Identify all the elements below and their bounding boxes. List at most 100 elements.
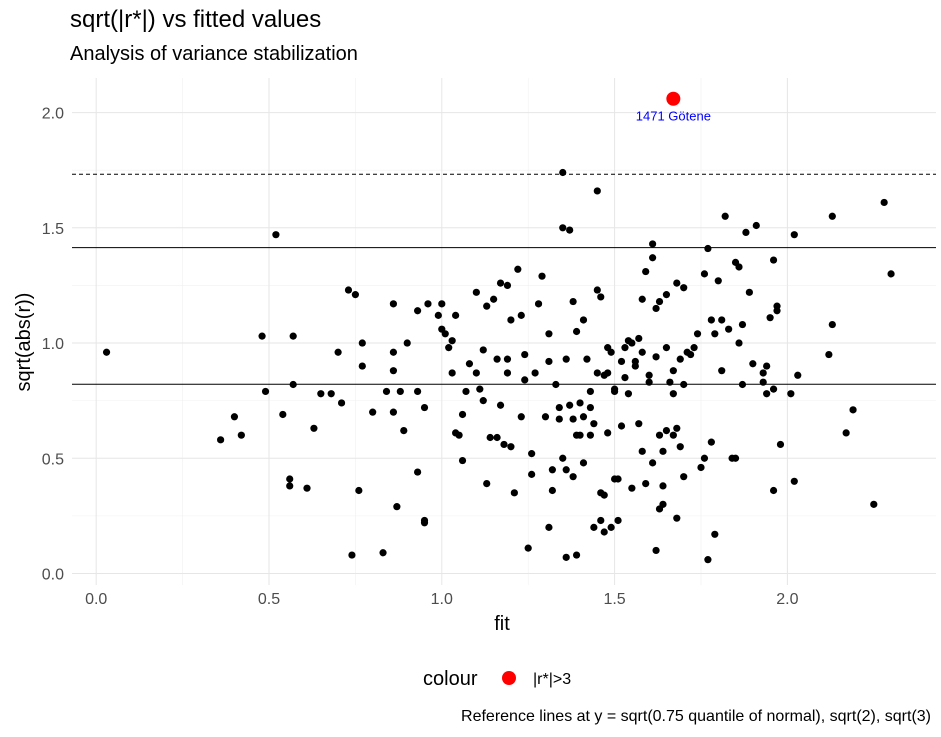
x-tick-label: 0.5 — [258, 591, 280, 608]
data-point — [455, 431, 463, 439]
data-point — [517, 413, 525, 421]
data-point — [649, 459, 657, 467]
data-point — [579, 316, 588, 324]
data-point — [704, 556, 712, 564]
data-point — [655, 297, 664, 306]
data-point — [680, 284, 688, 292]
data-point — [528, 470, 536, 478]
data-point — [604, 429, 612, 437]
data-point — [400, 426, 408, 435]
data-point — [414, 307, 422, 315]
data-point — [576, 399, 584, 407]
data-point — [389, 300, 398, 308]
data-point — [102, 348, 111, 356]
data-point — [769, 385, 778, 393]
data-point — [662, 426, 671, 435]
data-point — [289, 332, 297, 340]
data-point — [649, 240, 657, 248]
data-point — [624, 390, 633, 398]
data-point — [569, 473, 577, 481]
data-point — [503, 369, 512, 377]
data-point — [420, 403, 429, 412]
data-point — [745, 288, 753, 296]
data-point — [707, 438, 715, 446]
data-point — [690, 344, 698, 352]
data-point — [669, 367, 677, 375]
data-point — [217, 436, 225, 444]
data-point — [597, 293, 605, 301]
data-point — [559, 454, 567, 462]
data-point — [448, 337, 456, 345]
data-point — [396, 387, 404, 396]
y-tick-label: 1.0 — [42, 336, 64, 353]
data-point — [652, 546, 660, 555]
data-point — [638, 348, 646, 356]
data-point — [825, 350, 833, 359]
data-point — [572, 327, 581, 336]
data-point — [559, 224, 567, 232]
data-point — [576, 431, 584, 439]
data-point — [472, 288, 480, 296]
data-point — [496, 279, 505, 287]
data-point — [742, 228, 750, 237]
x-tick-label: 1.5 — [603, 591, 625, 608]
data-point — [414, 387, 422, 396]
data-point — [389, 367, 398, 375]
data-point — [590, 420, 598, 428]
data-point — [528, 450, 536, 458]
data-point — [452, 311, 460, 319]
y-tick-label: 0.5 — [42, 451, 64, 468]
data-point — [711, 330, 719, 338]
reference-lines — [72, 173, 936, 385]
data-point — [763, 390, 771, 398]
data-point — [393, 503, 401, 511]
data-point — [514, 265, 522, 273]
data-point — [566, 401, 574, 409]
data-point — [303, 484, 311, 492]
data-point — [569, 415, 577, 423]
data-point — [614, 516, 622, 525]
data-point — [638, 447, 646, 455]
data-point — [773, 307, 781, 315]
data-point — [607, 523, 615, 531]
y-axis-title: sqrt(abs(r)) — [13, 293, 35, 392]
data-point — [545, 523, 553, 531]
x-axis-title: fit — [494, 613, 510, 635]
data-point — [552, 380, 560, 389]
data-point — [272, 231, 280, 239]
data-point — [680, 473, 688, 481]
data-point — [420, 516, 429, 525]
data-point — [842, 429, 850, 437]
data-point — [562, 553, 570, 561]
data-point — [662, 344, 671, 352]
y-tick-label: 0.0 — [42, 566, 64, 583]
data-point — [759, 378, 767, 386]
data-point — [541, 413, 550, 421]
data-point — [434, 311, 442, 319]
data-point — [652, 304, 660, 313]
data-point — [604, 369, 612, 377]
data-point — [704, 244, 712, 253]
legend-key-marker — [502, 671, 516, 685]
x-tick-label: 1.0 — [431, 591, 453, 608]
data-point — [483, 480, 491, 488]
data-point — [763, 362, 771, 370]
data-point — [828, 212, 836, 220]
data-point — [348, 551, 356, 559]
data-point — [642, 480, 650, 488]
data-point — [490, 295, 498, 303]
data-point — [279, 410, 287, 419]
data-point — [628, 484, 636, 492]
data-point — [389, 408, 398, 416]
data-point — [700, 454, 709, 462]
data-point — [583, 355, 591, 363]
chart-caption: Reference lines at y = sqrt(0.75 quantil… — [461, 708, 931, 725]
data-point — [545, 330, 553, 338]
data-point — [389, 348, 398, 356]
data-point — [344, 286, 353, 294]
data-point — [676, 443, 684, 451]
data-point — [700, 270, 709, 278]
data-point — [635, 334, 643, 343]
data-point — [593, 286, 601, 294]
data-point — [531, 369, 539, 377]
